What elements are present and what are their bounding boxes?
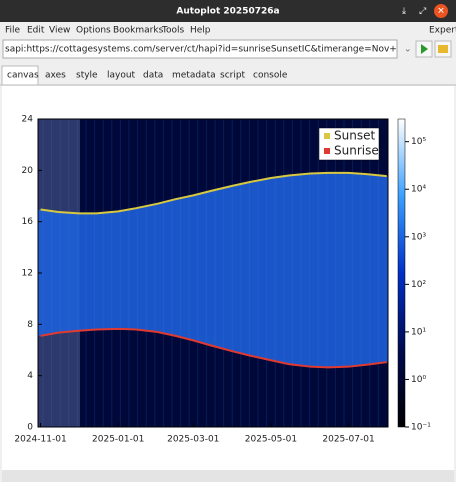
title-bar bbox=[0, 0, 456, 22]
close-button[interactable] bbox=[434, 4, 448, 18]
menu-item[interactable]: Help bbox=[190, 26, 211, 36]
colorbar-tick-label: 10² bbox=[411, 280, 426, 290]
x-tick-label: 2025-03-01 bbox=[167, 435, 219, 445]
colorbar bbox=[397, 118, 406, 428]
tab[interactable]: data bbox=[143, 71, 163, 81]
y-tick-label: 0 bbox=[27, 423, 33, 433]
menu-item[interactable]: Bookmarks bbox=[113, 26, 164, 36]
tab[interactable]: canvas bbox=[7, 71, 39, 81]
y-tick-label: 4 bbox=[27, 371, 33, 381]
y-tick-label: 16 bbox=[22, 217, 34, 227]
url-dropdown[interactable]: ⌄ bbox=[404, 45, 412, 55]
y-tick-label: 12 bbox=[22, 269, 33, 279]
y-tick-label: 20 bbox=[22, 166, 34, 176]
go-icon bbox=[421, 44, 428, 54]
colorbar-tick-label: 10⁴ bbox=[411, 185, 426, 195]
colorbar-tick-label: 10⁻¹ bbox=[411, 423, 431, 433]
tab[interactable]: layout bbox=[107, 71, 136, 81]
download-button[interactable]: ⤓ bbox=[402, 7, 406, 17]
daylight-band bbox=[38, 172, 388, 368]
open-icon bbox=[438, 45, 448, 53]
status-bar bbox=[2, 470, 454, 482]
tab[interactable]: console bbox=[253, 71, 288, 81]
tab[interactable]: style bbox=[76, 71, 98, 81]
close-icon: ✕ bbox=[437, 7, 445, 17]
menu-item[interactable]: Edit bbox=[27, 26, 45, 36]
line-sunrise bbox=[40, 327, 387, 369]
y-tick-label: 8 bbox=[27, 320, 33, 330]
colorbar-tick-label: 10³ bbox=[411, 232, 426, 242]
line-sunset bbox=[40, 171, 387, 215]
legend-label: Sunset bbox=[334, 129, 375, 143]
plot-area bbox=[38, 119, 388, 427]
x-tick-label: 2024-11-01 bbox=[14, 435, 66, 445]
menu-item[interactable]: Options bbox=[76, 26, 111, 36]
y-tick-label: 24 bbox=[22, 115, 34, 125]
x-tick-label: 2025-05-01 bbox=[245, 435, 297, 445]
tab[interactable]: metadata bbox=[172, 71, 216, 81]
x-tick-label: 2025-01-01 bbox=[92, 435, 144, 445]
menu-item[interactable]: File bbox=[5, 26, 21, 36]
active-tab bbox=[1, 65, 39, 86]
menu-item[interactable]: Expert bbox=[429, 26, 456, 36]
colorbar-tick-label: 10⁰ bbox=[411, 375, 426, 385]
window-title: Autoplot 20250726a bbox=[176, 7, 279, 17]
url-field[interactable] bbox=[2, 39, 398, 59]
menu-item[interactable]: Tools bbox=[161, 26, 184, 36]
legend-swatch bbox=[324, 133, 330, 139]
legend-swatch bbox=[324, 148, 330, 154]
x-tick-label: 2025-07-01 bbox=[322, 435, 374, 445]
colorbar-tick-label: 10⁵ bbox=[411, 137, 426, 147]
maximize-button[interactable]: ⤢ bbox=[418, 7, 426, 17]
legend-label: Sunrise bbox=[334, 144, 379, 158]
tab-bar: canvas axes style layout data metadata script c… bbox=[1, 65, 288, 86]
menu-item[interactable]: View bbox=[49, 26, 70, 36]
tab[interactable]: axes bbox=[45, 71, 66, 81]
tab[interactable]: script bbox=[220, 71, 246, 81]
colorbar-tick-label: 10¹ bbox=[411, 327, 426, 337]
url-text: sapi:https://cottagesystems.com/server/c… bbox=[5, 45, 456, 55]
